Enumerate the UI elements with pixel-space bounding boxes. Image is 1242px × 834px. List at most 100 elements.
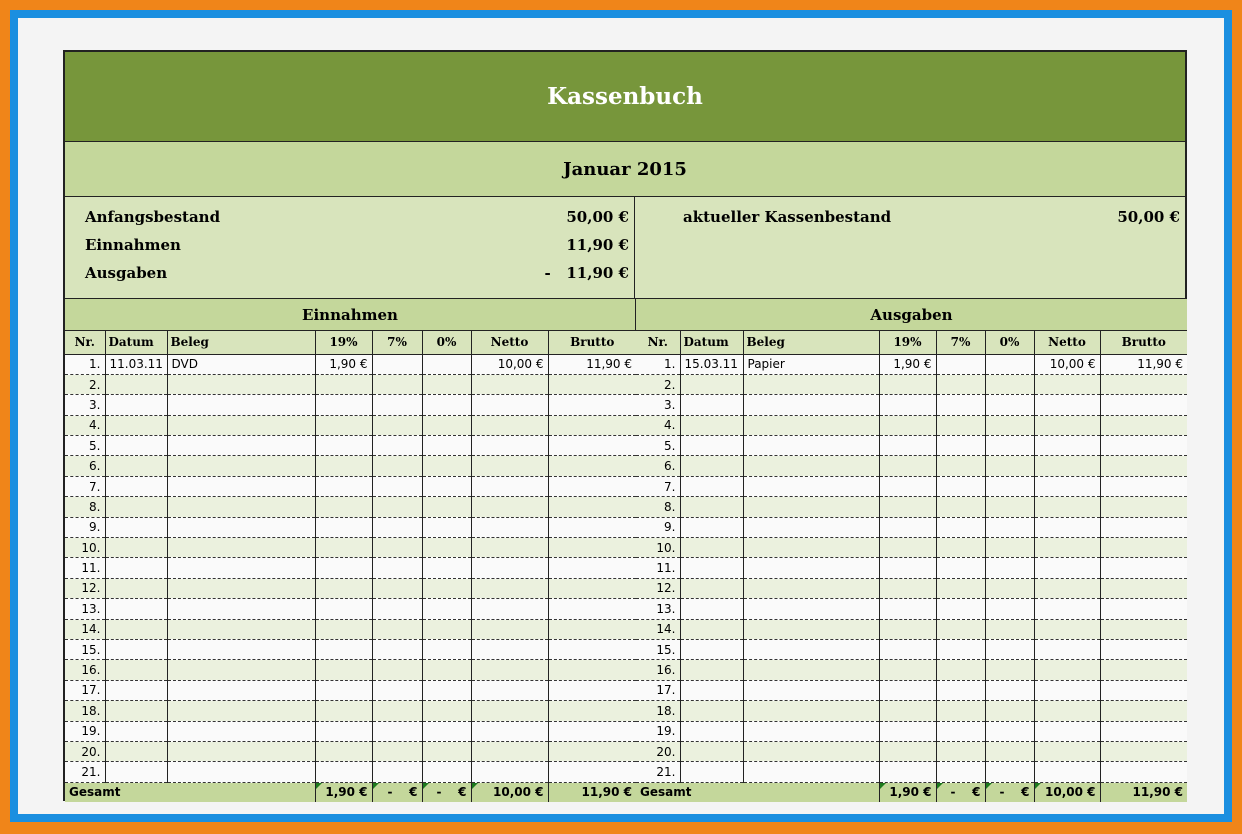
cell-beleg[interactable] bbox=[743, 721, 880, 742]
cell-v19[interactable] bbox=[315, 557, 373, 579]
cell-nr[interactable]: 8. bbox=[65, 496, 106, 518]
cell-v19[interactable] bbox=[315, 578, 373, 600]
cell-v19[interactable] bbox=[879, 578, 937, 600]
cell-v7[interactable] bbox=[372, 354, 423, 375]
cell-brutto[interactable] bbox=[1100, 476, 1187, 498]
cell-brutto[interactable] bbox=[548, 435, 636, 457]
cell-v7[interactable] bbox=[372, 578, 423, 600]
cell-datum[interactable] bbox=[680, 578, 744, 600]
cell-v7[interactable] bbox=[936, 578, 986, 600]
cell-v0[interactable] bbox=[985, 639, 1035, 661]
cell-v7[interactable] bbox=[936, 700, 986, 722]
cell-v7[interactable] bbox=[936, 476, 986, 498]
cell-v7[interactable] bbox=[372, 435, 423, 457]
cell-v0[interactable] bbox=[422, 496, 472, 518]
cell-brutto[interactable] bbox=[1100, 578, 1187, 600]
total-netto[interactable]: 10,00 € bbox=[1034, 782, 1101, 803]
cell-v7[interactable] bbox=[936, 619, 986, 640]
cell-v7[interactable] bbox=[372, 659, 423, 681]
cell-nr[interactable]: 4. bbox=[65, 415, 106, 437]
value[interactable]: 50,00 € bbox=[1117, 208, 1180, 226]
cell-v19[interactable]: 1,90 € bbox=[315, 354, 373, 375]
cell-datum[interactable] bbox=[680, 496, 744, 518]
cell-netto[interactable] bbox=[1034, 435, 1101, 457]
cell-nr[interactable]: 10. bbox=[636, 537, 681, 559]
cell-netto[interactable] bbox=[1034, 415, 1101, 437]
cell-beleg[interactable] bbox=[743, 659, 880, 681]
cell-v19[interactable] bbox=[879, 700, 937, 722]
cell-beleg[interactable] bbox=[743, 374, 880, 396]
cell-netto[interactable] bbox=[471, 415, 549, 437]
cell-nr[interactable]: 9. bbox=[636, 517, 681, 539]
cell-datum[interactable] bbox=[680, 639, 744, 661]
cell-v7[interactable] bbox=[936, 374, 986, 396]
cell-netto[interactable] bbox=[1034, 578, 1101, 600]
cell-datum[interactable] bbox=[680, 435, 744, 457]
cell-v0[interactable] bbox=[422, 435, 472, 457]
cell-beleg[interactable] bbox=[167, 374, 316, 396]
cell-brutto[interactable] bbox=[1100, 517, 1187, 539]
cell-nr[interactable]: 18. bbox=[65, 700, 106, 722]
cell-v0[interactable] bbox=[985, 619, 1035, 640]
cell-netto[interactable] bbox=[1034, 557, 1101, 579]
cell-beleg[interactable] bbox=[743, 455, 880, 477]
cell-v19[interactable] bbox=[315, 680, 373, 702]
cell-brutto[interactable] bbox=[1100, 415, 1187, 437]
cell-beleg[interactable] bbox=[167, 496, 316, 518]
cell-v19[interactable] bbox=[315, 455, 373, 477]
cell-datum[interactable] bbox=[105, 680, 168, 702]
cell-v7[interactable] bbox=[936, 741, 986, 763]
total-netto[interactable]: 10,00 € bbox=[471, 782, 549, 803]
cell-brutto[interactable] bbox=[548, 761, 636, 783]
cell-v19[interactable] bbox=[315, 721, 373, 742]
cell-datum[interactable] bbox=[105, 517, 168, 539]
cell-datum[interactable] bbox=[105, 741, 168, 763]
cell-datum[interactable] bbox=[680, 659, 744, 681]
cell-datum[interactable]: 11.03.11 bbox=[105, 354, 168, 375]
total-v19[interactable]: 1,90 € bbox=[315, 782, 373, 803]
cell-v0[interactable] bbox=[422, 619, 472, 640]
cell-brutto[interactable] bbox=[1100, 659, 1187, 681]
cell-datum[interactable] bbox=[105, 455, 168, 477]
cell-v7[interactable] bbox=[936, 721, 986, 742]
cell-nr[interactable]: 3. bbox=[636, 394, 681, 416]
cell-v7[interactable] bbox=[372, 700, 423, 722]
cell-beleg[interactable] bbox=[167, 537, 316, 559]
cell-v0[interactable] bbox=[422, 578, 472, 600]
cell-datum[interactable] bbox=[105, 476, 168, 498]
cell-nr[interactable]: 19. bbox=[636, 721, 681, 742]
cell-brutto[interactable] bbox=[548, 741, 636, 763]
cell-v7[interactable] bbox=[372, 537, 423, 559]
cell-nr[interactable]: 11. bbox=[636, 557, 681, 579]
cell-nr[interactable]: 1. bbox=[636, 354, 681, 375]
cell-datum[interactable] bbox=[105, 578, 168, 600]
cell-v0[interactable] bbox=[985, 435, 1035, 457]
cell-datum[interactable] bbox=[680, 598, 744, 620]
column-header[interactable]: Nr. bbox=[65, 331, 106, 355]
cell-v7[interactable] bbox=[372, 598, 423, 620]
cell-v0[interactable] bbox=[985, 354, 1035, 375]
cell-datum[interactable] bbox=[680, 374, 744, 396]
cell-beleg[interactable] bbox=[167, 394, 316, 416]
cell-nr[interactable]: 21. bbox=[636, 761, 681, 783]
column-header[interactable]: Brutto bbox=[1100, 331, 1187, 355]
cell-netto[interactable] bbox=[471, 455, 549, 477]
cell-nr[interactable]: 1. bbox=[65, 354, 106, 375]
column-header[interactable]: Beleg bbox=[743, 331, 880, 355]
cell-netto[interactable] bbox=[471, 394, 549, 416]
cell-nr[interactable]: 19. bbox=[65, 721, 106, 742]
cell-brutto[interactable] bbox=[1100, 394, 1187, 416]
cell-v7[interactable] bbox=[372, 476, 423, 498]
cell-beleg[interactable] bbox=[743, 415, 880, 437]
cell-netto[interactable] bbox=[1034, 537, 1101, 559]
cell-nr[interactable]: 20. bbox=[65, 741, 106, 763]
cell-datum[interactable] bbox=[680, 537, 744, 559]
cell-datum[interactable] bbox=[105, 700, 168, 722]
cell-beleg[interactable] bbox=[167, 455, 316, 477]
cell-nr[interactable]: 16. bbox=[65, 659, 106, 681]
cell-nr[interactable]: 6. bbox=[65, 455, 106, 477]
cell-v7[interactable] bbox=[936, 761, 986, 783]
cell-netto[interactable] bbox=[471, 435, 549, 457]
cell-datum[interactable] bbox=[680, 619, 744, 640]
cell-v19[interactable] bbox=[315, 700, 373, 722]
